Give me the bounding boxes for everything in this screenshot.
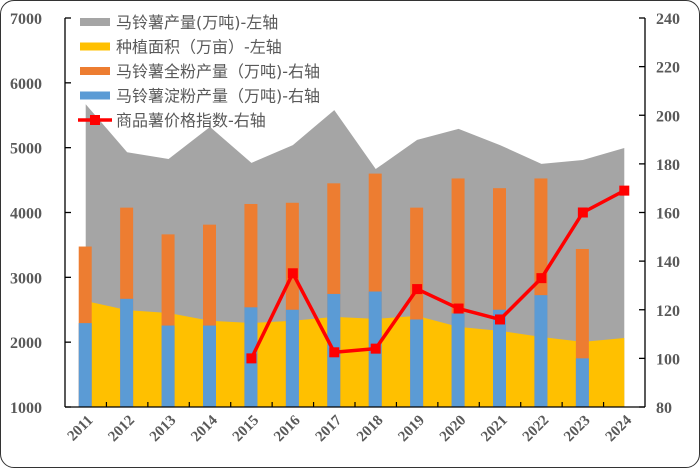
- price-index-marker: [577, 207, 588, 218]
- legend-swatch-icon: [80, 42, 110, 51]
- legend: 马铃薯产量(万吨)-左轴种植面积（万亩）-左轴马铃薯全粉产量（万吨)-右轴马铃薯…: [78, 13, 320, 130]
- price-index-marker: [287, 268, 298, 279]
- price-index-marker: [536, 273, 547, 284]
- legend-item: 商品薯价格指数-右轴: [78, 111, 266, 130]
- x-tick-label: 2023: [561, 413, 594, 446]
- x-tick-label: 2015: [230, 413, 263, 446]
- left-tick-label: 4000: [10, 206, 42, 223]
- x-tick-label: 2017: [313, 412, 346, 445]
- starch-production-bar: [451, 313, 465, 407]
- legend-item: 马铃薯淀粉产量（万吨)-右轴: [80, 87, 320, 106]
- x-tick-label: 2020: [437, 413, 470, 446]
- right-tick-label: 140: [656, 254, 680, 271]
- price-index-marker: [412, 284, 423, 295]
- price-index-marker: [495, 314, 505, 325]
- starch-production-bar: [161, 325, 175, 407]
- left-tick-label: 3000: [10, 270, 42, 287]
- bar-series: [78, 173, 589, 407]
- legend-label: 种植面积（万亩）-左轴: [116, 38, 282, 57]
- price-index-polyline: [249, 189, 626, 360]
- starch-production-bar: [534, 295, 548, 407]
- price-index-marker: [246, 353, 257, 364]
- right-tick-label: 240: [656, 11, 680, 28]
- right-tick-label: 80: [656, 400, 672, 417]
- planting-area-area: [85, 300, 625, 407]
- x-tick-label: 2016: [271, 412, 304, 445]
- legend-swatch-icon: [80, 67, 110, 75]
- left-tick-label: 2000: [10, 335, 42, 352]
- x-tick-label: 2012: [105, 413, 138, 446]
- legend-swatch-icon: [80, 18, 110, 26]
- legend-swatch-icon: [80, 91, 110, 100]
- right-tick-label: 180: [656, 157, 680, 174]
- left-tick-label: 6000: [10, 76, 42, 93]
- x-tick-label: 2022: [520, 413, 553, 446]
- price-index-marker: [370, 343, 381, 354]
- price-index-marker: [329, 347, 340, 358]
- left-tick-label: 7000: [10, 11, 42, 28]
- price-index-line: [246, 185, 630, 364]
- legend-label: 商品薯价格指数-右轴: [116, 111, 266, 130]
- price-index-marker: [619, 185, 630, 196]
- area-series: [85, 104, 625, 407]
- legend-item: 种植面积（万亩）-左轴: [80, 38, 282, 57]
- x-tick-label: 2018: [354, 413, 387, 446]
- starch-production-bar: [203, 325, 216, 407]
- price-index-marker: [453, 303, 464, 314]
- legend-label: 马铃薯淀粉产量（万吨)-右轴: [116, 87, 320, 106]
- starch-production-bar: [78, 323, 92, 407]
- x-tick-label: 2024: [603, 412, 636, 445]
- left-tick-label: 5000: [10, 141, 42, 158]
- right-tick-label: 120: [656, 303, 680, 320]
- starch-production-bar: [120, 298, 134, 407]
- legend-label: 马铃薯全粉产量（万吨)-右轴: [116, 62, 320, 81]
- starch-production-bar: [575, 358, 589, 407]
- right-tick-label: 220: [656, 60, 680, 77]
- left-tick-label: 1000: [10, 400, 42, 417]
- x-tick-label: 2011: [65, 413, 97, 445]
- starch-production-bar: [285, 309, 299, 407]
- x-tick-label: 2019: [395, 413, 428, 446]
- legend-item: 马铃薯产量(万吨)-左轴: [80, 13, 278, 32]
- x-tick-label: 2021: [478, 413, 511, 446]
- legend-marker-icon: [90, 115, 100, 125]
- starch-production-bar: [493, 309, 506, 407]
- right-tick-label: 200: [656, 108, 680, 125]
- right-tick-label: 100: [656, 351, 680, 368]
- legend-item: 马铃薯全粉产量（万吨)-右轴: [80, 62, 320, 81]
- right-tick-label: 160: [656, 206, 680, 223]
- x-tick-label: 2014: [188, 412, 221, 445]
- x-tick-label: 2013: [147, 413, 180, 446]
- starch-production-bar: [410, 319, 424, 407]
- legend-label: 马铃薯产量(万吨)-左轴: [116, 13, 278, 32]
